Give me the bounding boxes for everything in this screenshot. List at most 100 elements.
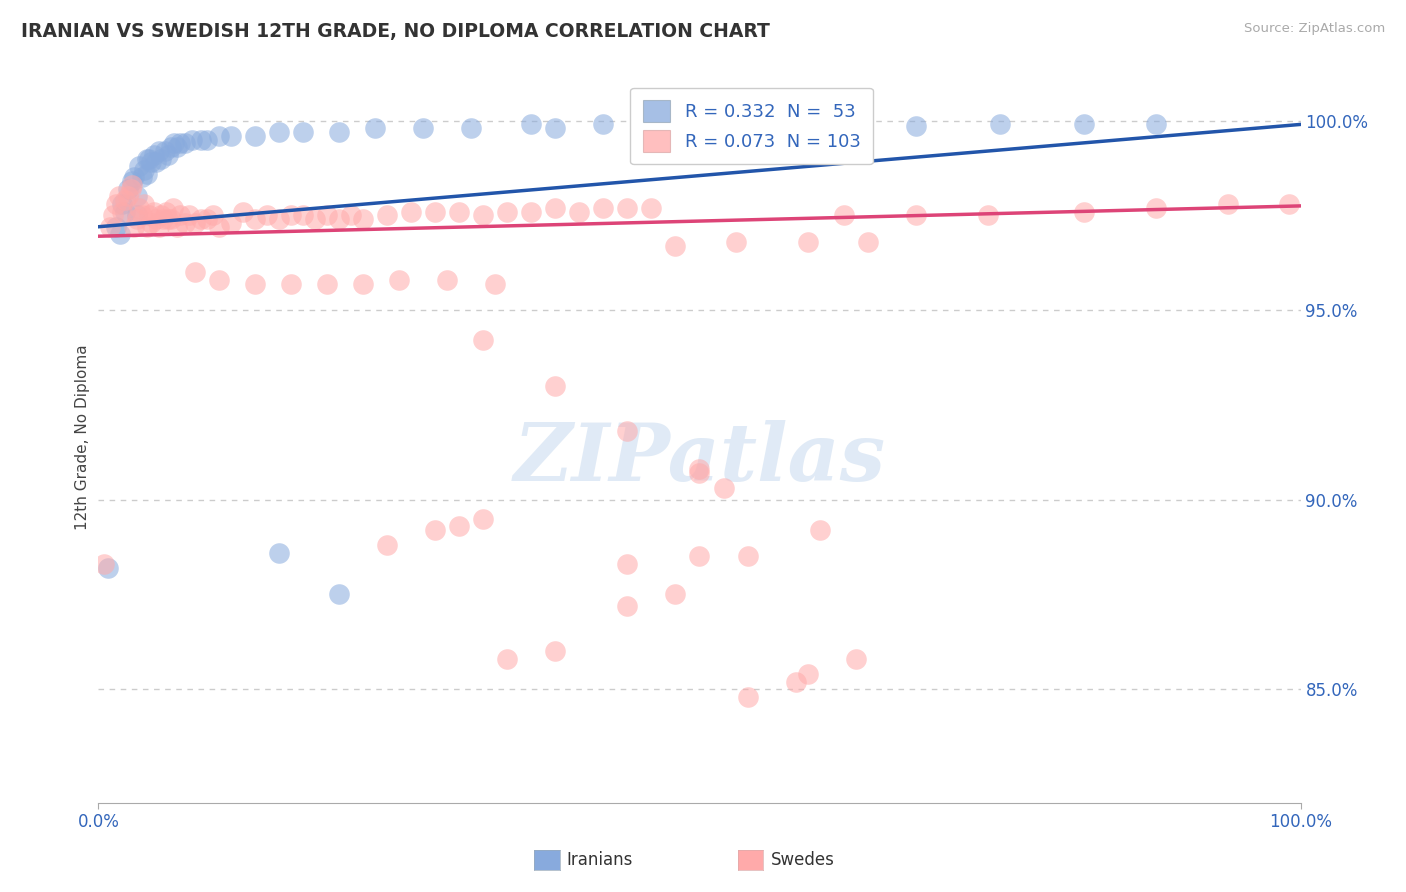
Point [388, 273, 411, 287]
Point [125, 208, 148, 222]
Point [315, 277, 337, 291]
Point [148, 219, 170, 234]
Point [977, 208, 1000, 222]
Point [195, 212, 218, 227]
Point [592, 201, 614, 215]
Point [737, 549, 759, 564]
Point [232, 204, 254, 219]
Point [157, 212, 180, 227]
Point [496, 652, 519, 666]
Point [616, 201, 638, 215]
Point [856, 235, 879, 249]
Point [219, 216, 242, 230]
Point [138, 208, 160, 222]
Point [111, 204, 134, 219]
Point [472, 511, 495, 525]
Point [1277, 197, 1299, 211]
Point [114, 193, 136, 207]
Point [159, 140, 181, 154]
Point [436, 273, 458, 287]
Point [713, 481, 735, 495]
Point [412, 121, 434, 136]
Point [616, 425, 638, 439]
Point [568, 204, 591, 219]
Point [544, 121, 567, 136]
Point [125, 189, 148, 203]
Point [267, 125, 290, 139]
Point [267, 212, 290, 227]
Point [138, 152, 160, 166]
Point [124, 219, 146, 234]
Point [364, 121, 387, 136]
Point [174, 216, 197, 230]
Point [108, 227, 131, 242]
Point [267, 546, 290, 560]
Point [125, 212, 148, 227]
Point [219, 128, 242, 143]
Point [447, 204, 470, 219]
Point [155, 204, 177, 219]
Point [472, 208, 495, 222]
Point [105, 197, 128, 211]
Text: Swedes: Swedes [770, 851, 834, 869]
Point [135, 219, 157, 234]
Point [117, 182, 139, 196]
Point [105, 219, 128, 234]
Text: ZIPatlas: ZIPatlas [513, 420, 886, 498]
Text: IRANIAN VS SWEDISH 12TH GRADE, NO DIPLOMA CORRELATION CHART: IRANIAN VS SWEDISH 12TH GRADE, NO DIPLOM… [21, 22, 770, 41]
Point [162, 201, 184, 215]
Point [592, 117, 614, 131]
Point [148, 144, 170, 158]
Point [152, 212, 174, 227]
Point [748, 117, 770, 131]
Legend: R = 0.332  N =  53, R = 0.073  N = 103: R = 0.332 N = 53, R = 0.073 N = 103 [630, 87, 873, 164]
Point [114, 204, 136, 219]
Point [97, 561, 120, 575]
Point [1144, 117, 1167, 131]
Point [121, 174, 143, 188]
Point [352, 212, 374, 227]
Point [132, 162, 155, 177]
Point [145, 155, 167, 169]
Point [100, 219, 122, 234]
Point [128, 159, 150, 173]
Point [142, 204, 165, 219]
Point [689, 466, 711, 480]
Point [328, 125, 350, 139]
Point [208, 219, 231, 234]
Point [496, 204, 519, 219]
Point [108, 189, 131, 203]
Point [689, 462, 711, 476]
Point [616, 599, 638, 613]
Point [904, 208, 927, 222]
Point [280, 208, 302, 222]
Point [724, 235, 747, 249]
Point [141, 155, 163, 169]
Point [111, 197, 134, 211]
Point [544, 379, 567, 393]
Point [315, 208, 337, 222]
Point [121, 178, 143, 192]
Point [375, 538, 398, 552]
Point [166, 140, 188, 154]
Point [472, 334, 495, 348]
Point [291, 125, 314, 139]
Point [201, 208, 224, 222]
Point [352, 277, 374, 291]
Point [664, 238, 686, 252]
Point [340, 208, 363, 222]
Point [616, 557, 638, 571]
Point [101, 208, 124, 222]
Point [190, 212, 212, 227]
Point [141, 216, 163, 230]
Point [423, 204, 446, 219]
Point [120, 182, 142, 196]
Text: Source: ZipAtlas.com: Source: ZipAtlas.com [1244, 22, 1385, 36]
Point [93, 557, 115, 571]
Point [183, 216, 205, 230]
Point [520, 204, 543, 219]
Point [904, 120, 927, 134]
Point [460, 121, 482, 136]
Point [243, 128, 266, 143]
Point [166, 219, 188, 234]
